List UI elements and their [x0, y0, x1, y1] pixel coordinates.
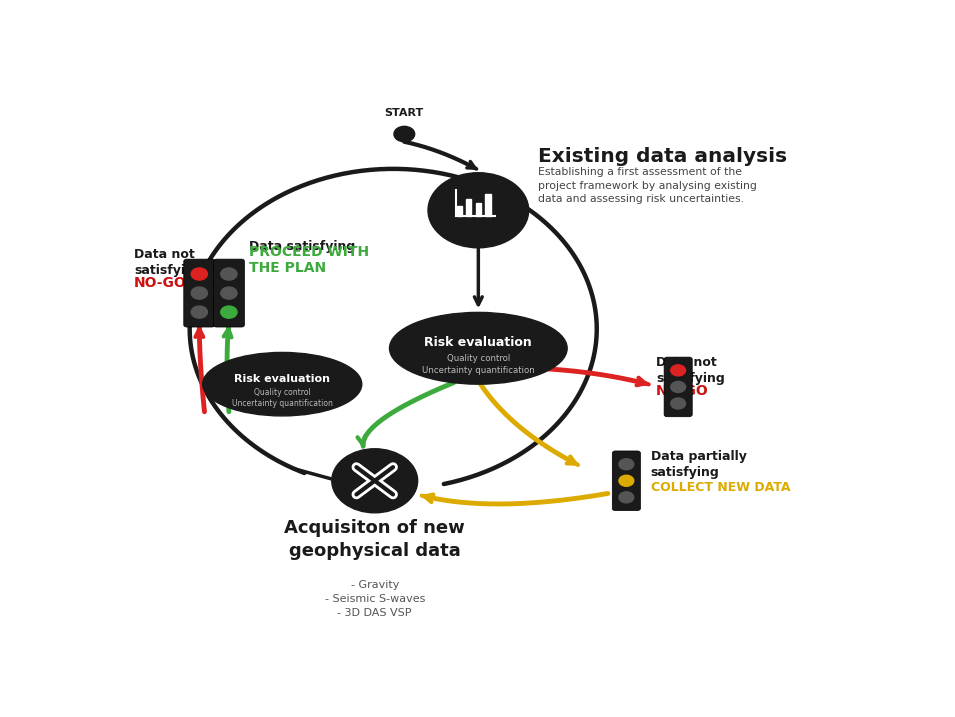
Text: Risk evaluation: Risk evaluation	[234, 374, 330, 384]
Circle shape	[221, 287, 237, 299]
Text: Risk evaluation: Risk evaluation	[424, 336, 532, 349]
Text: Data not
satisfying: Data not satisfying	[656, 356, 725, 385]
Circle shape	[191, 287, 207, 299]
Text: NO-GO: NO-GO	[134, 276, 187, 290]
Bar	[457, 206, 462, 216]
Bar	[485, 194, 491, 216]
Circle shape	[191, 268, 207, 280]
FancyBboxPatch shape	[213, 259, 244, 327]
Text: Data satisfying: Data satisfying	[249, 239, 355, 252]
Text: Acquisiton of new
geophysical data: Acquisiton of new geophysical data	[285, 519, 465, 560]
Text: Establishing a first assessment of the
project framework by analysing existing
d: Establishing a first assessment of the p…	[538, 167, 756, 204]
Ellipse shape	[390, 313, 567, 384]
Text: Data not
satisfying: Data not satisfying	[134, 248, 202, 277]
Circle shape	[619, 475, 634, 486]
Circle shape	[221, 268, 237, 280]
Circle shape	[191, 306, 207, 318]
Text: START: START	[385, 108, 424, 118]
Circle shape	[670, 365, 686, 376]
Circle shape	[221, 306, 237, 318]
Circle shape	[619, 492, 634, 503]
Text: Quality control
Uncertainty quantification: Quality control Uncertainty quantificati…	[232, 388, 332, 408]
Ellipse shape	[202, 353, 362, 416]
Bar	[476, 203, 481, 216]
Circle shape	[670, 381, 686, 392]
Circle shape	[394, 126, 414, 142]
FancyBboxPatch shape	[664, 357, 692, 417]
FancyBboxPatch shape	[183, 259, 215, 327]
Circle shape	[428, 173, 529, 248]
Text: COLLECT NEW DATA: COLLECT NEW DATA	[650, 481, 791, 495]
Text: Existing data analysis: Existing data analysis	[538, 147, 787, 166]
Circle shape	[619, 459, 634, 470]
Text: Quality control
Uncertainty quantification: Quality control Uncertainty quantificati…	[422, 353, 535, 374]
Text: Data partially
satisfying: Data partially satisfying	[650, 450, 747, 479]
Text: PROCEED WITH
THE PLAN: PROCEED WITH THE PLAN	[249, 244, 369, 275]
Bar	[466, 199, 472, 216]
Text: NO-GO: NO-GO	[656, 384, 709, 398]
Text: - Gravity
- Seismic S-waves
- 3D DAS VSP: - Gravity - Seismic S-waves - 3D DAS VSP	[325, 580, 425, 618]
Circle shape	[670, 398, 686, 409]
FancyBboxPatch shape	[612, 451, 641, 511]
Circle shape	[331, 449, 417, 513]
